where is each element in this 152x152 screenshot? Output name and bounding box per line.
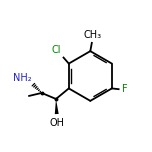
Text: OH: OH xyxy=(49,118,64,128)
Text: F: F xyxy=(122,84,127,94)
Text: NH₂: NH₂ xyxy=(13,73,32,83)
Text: CH₃: CH₃ xyxy=(83,30,102,40)
Text: Cl: Cl xyxy=(52,45,61,55)
Polygon shape xyxy=(55,99,59,114)
